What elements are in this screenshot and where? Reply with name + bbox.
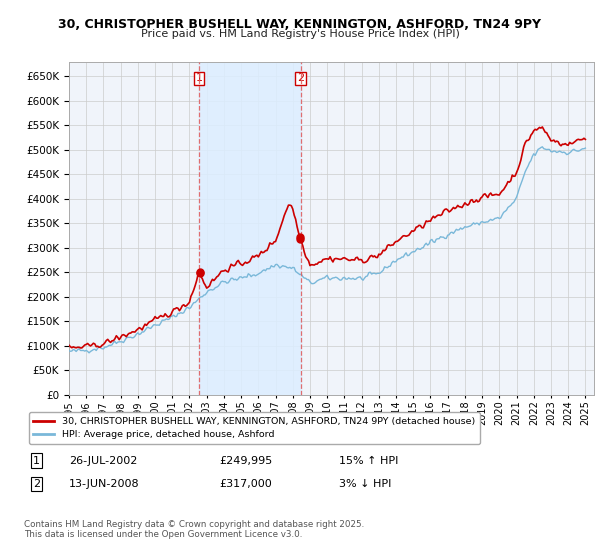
Text: Price paid vs. HM Land Registry's House Price Index (HPI): Price paid vs. HM Land Registry's House … [140, 29, 460, 39]
Text: £249,995: £249,995 [219, 456, 272, 466]
Text: 1: 1 [33, 456, 40, 466]
Text: 26-JUL-2002: 26-JUL-2002 [69, 456, 137, 466]
Text: 2: 2 [33, 479, 40, 489]
Text: 15% ↑ HPI: 15% ↑ HPI [339, 456, 398, 466]
Bar [199, 62, 301, 395]
Text: Contains HM Land Registry data © Crown copyright and database right 2025.
This d: Contains HM Land Registry data © Crown c… [24, 520, 364, 539]
Text: £317,000: £317,000 [219, 479, 272, 489]
Legend: 30, CHRISTOPHER BUSHELL WAY, KENNINGTON, ASHFORD, TN24 9PY (detached house), HPI: 30, CHRISTOPHER BUSHELL WAY, KENNINGTON,… [29, 412, 480, 444]
Text: 13-JUN-2008: 13-JUN-2008 [69, 479, 140, 489]
Text: 1: 1 [196, 73, 202, 83]
Text: 3% ↓ HPI: 3% ↓ HPI [339, 479, 391, 489]
Text: 30, CHRISTOPHER BUSHELL WAY, KENNINGTON, ASHFORD, TN24 9PY: 30, CHRISTOPHER BUSHELL WAY, KENNINGTON,… [59, 18, 542, 31]
Text: 2: 2 [297, 73, 304, 83]
